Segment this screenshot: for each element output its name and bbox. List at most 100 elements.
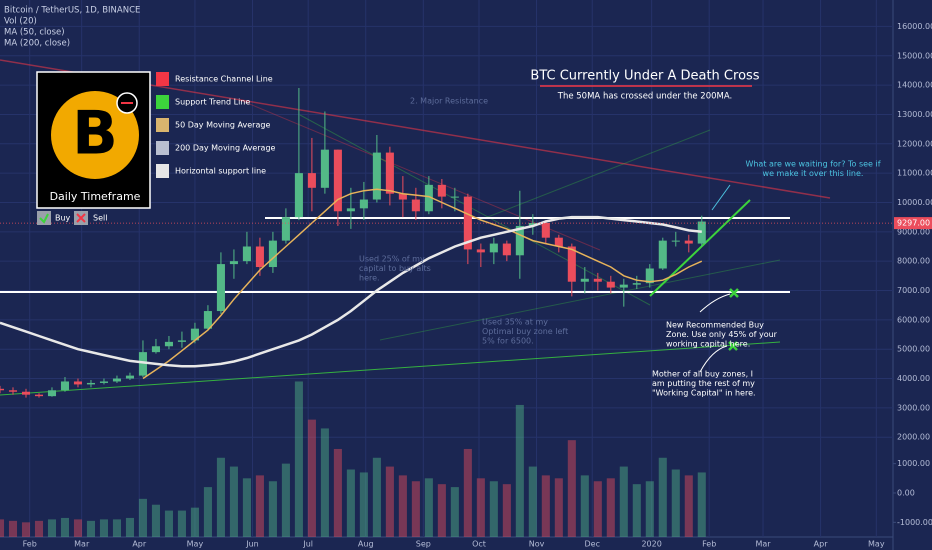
support-trend-line (0, 341, 781, 396)
legend-label: Horizontal support line (175, 167, 266, 176)
channel-line (299, 114, 651, 306)
candle-body (268, 240, 277, 268)
candle-body (164, 341, 173, 347)
candle-body (320, 149, 329, 188)
legend-swatch (156, 95, 169, 109)
volume-bar (138, 498, 147, 537)
annotation: working capital here. (666, 340, 750, 349)
bitcoin-symbol: B (72, 99, 118, 169)
legend-swatch (156, 72, 169, 86)
annotation: New Recommended Buy (666, 321, 764, 330)
buy-label: Buy (55, 214, 71, 223)
volume-bar (294, 381, 303, 537)
y-tick-label: 11000.00 (897, 169, 932, 178)
candle-body (151, 346, 160, 353)
candle-body (216, 264, 225, 312)
candle-body (437, 184, 446, 197)
candle-body (177, 340, 186, 342)
y-tick-label: 3000.00 (897, 403, 930, 412)
volume-bar (125, 517, 134, 537)
study-label: MA (200, close) (4, 39, 70, 49)
volume-bar (0, 519, 5, 537)
candle-body (60, 381, 70, 391)
candle-body (372, 152, 381, 200)
annotation: we make it over this line. (763, 169, 864, 178)
volume-bar (346, 469, 355, 537)
y-tick-label: 6000.00 (897, 315, 930, 324)
arrow (699, 293, 731, 313)
y-tick-label: 12000.00 (897, 139, 932, 148)
y-tick-label: 2000.00 (897, 433, 930, 442)
candle-body (34, 394, 44, 397)
x-tick-label: Jul (302, 540, 313, 549)
x-tick-label: May (187, 540, 204, 549)
volume-bar (60, 517, 70, 537)
x-tick-label: Apr (132, 540, 147, 549)
candle-body (593, 278, 602, 282)
candle-body (619, 284, 628, 288)
x-tick-label: Oct (472, 540, 486, 549)
annotation: Used 35% at my (482, 318, 548, 327)
volume-bar (86, 520, 95, 537)
volume-bar (151, 504, 160, 537)
candle-body (138, 352, 147, 376)
volume-bar (528, 466, 537, 537)
volume-bar (333, 448, 342, 537)
volume-bar (619, 466, 628, 537)
legend-swatch (156, 164, 169, 178)
volume-bar (216, 457, 225, 537)
bitcoin-logo (51, 91, 139, 179)
x-tick-label: Nov (529, 540, 545, 549)
candle-body (294, 173, 303, 218)
y-tick-label: 13000.00 (897, 110, 932, 119)
x-tick-label: Apr (814, 540, 829, 549)
volume-bar (359, 472, 368, 537)
volume-bar (580, 475, 589, 537)
legend-label: 50 Day Moving Average (175, 121, 270, 130)
y-tick-label: 15000.00 (897, 51, 932, 60)
volume-bar (489, 481, 498, 537)
volume-bar (268, 481, 277, 537)
candle-body (281, 217, 290, 241)
annotation: Used 25% of my (359, 255, 425, 264)
candle-body (112, 378, 121, 382)
volume-bar (34, 520, 44, 537)
y-tick-label: 9000.00 (897, 227, 930, 236)
candle-body (684, 240, 693, 244)
volume-bar (645, 481, 654, 537)
moving-average (0, 215, 702, 368)
volume-bar (164, 510, 173, 537)
candle-body (450, 196, 459, 198)
volume-bar (671, 469, 680, 537)
volume-bar (515, 404, 524, 537)
arrow (699, 345, 728, 373)
volume-bar (437, 484, 446, 537)
volume-bar (632, 484, 641, 537)
overlay: B Daily Timeframe Buy Sell BTC Currently… (4, 6, 932, 398)
buy-icon (39, 213, 49, 224)
x-tick-label: Feb (23, 540, 37, 549)
volume-bar (476, 478, 485, 537)
volume-bar (21, 522, 31, 537)
volume-bar (567, 440, 576, 537)
legend-swatch (156, 141, 169, 155)
volume-bar (502, 484, 511, 537)
y-tick-label: 4000.00 (897, 374, 930, 383)
legend-label: 200 Day Moving Average (175, 144, 276, 153)
volume-bar (320, 428, 329, 537)
candle-body (385, 152, 394, 194)
annotation: capital to buy alts (359, 264, 431, 273)
volume-bar (541, 475, 550, 537)
candle-body (411, 199, 420, 212)
volume-bar (190, 507, 199, 537)
candle-body (541, 223, 550, 238)
annotation: Zone. Use only 45% of your (666, 330, 778, 339)
volume-bar (593, 481, 602, 537)
channel-line (479, 129, 711, 221)
candle-body (125, 375, 134, 379)
annotation: Mother of all buy zones, I (652, 370, 753, 379)
x-tick-label: Sep (416, 540, 431, 549)
candle-body (489, 243, 498, 253)
marks (0, 88, 893, 398)
short-support-line (649, 199, 751, 297)
